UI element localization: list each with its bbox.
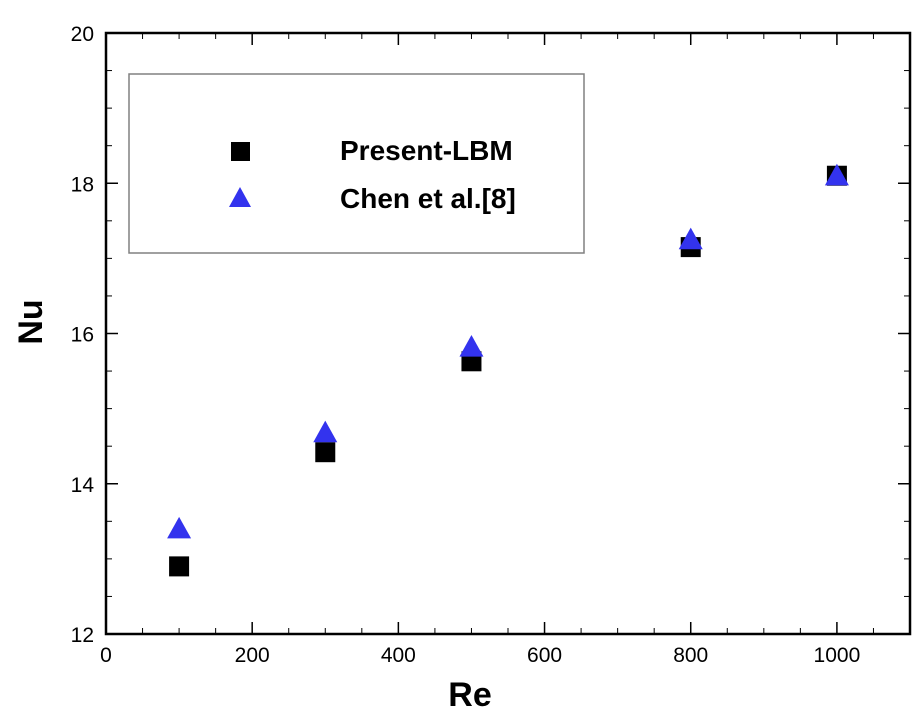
legend-label-present-lbm: Present-LBM (340, 135, 513, 166)
y-tick-label: 16 (71, 324, 94, 347)
x-tick-label: 200 (235, 644, 270, 667)
point-present-lbm (315, 442, 336, 463)
x-tick-label: 800 (673, 644, 708, 667)
y-tick-label: 14 (71, 474, 95, 497)
y-axis-title: Nu (12, 299, 50, 344)
plot-area-frame (104, 31, 912, 636)
x-tick-label: 400 (381, 644, 416, 667)
point-chen (167, 516, 192, 539)
y-tick-label: 12 (71, 624, 94, 647)
point-chen (678, 227, 703, 250)
legend-marker-present-lbm (231, 142, 250, 161)
point-chen (459, 335, 484, 357)
legend-label-chen: Chen et al.[8] (340, 183, 516, 214)
x-tick-label: 1000 (814, 644, 861, 667)
legend: Present-LBM Chen et al.[8] (128, 73, 585, 254)
x-tick-label: 600 (527, 644, 562, 667)
y-tick-label: 20 (71, 23, 94, 46)
point-present-lbm (169, 556, 190, 577)
legend-marker-chen (229, 187, 251, 207)
data-points (167, 163, 849, 577)
point-chen (824, 163, 849, 186)
x-tick-label: 0 (100, 644, 112, 667)
x-tick-labels: 0 200 400 600 800 1000 (100, 644, 860, 667)
legend-box (128, 73, 585, 254)
y-tick-labels: 12 14 16 18 20 (71, 23, 95, 647)
x-axis-title: Re (448, 676, 491, 714)
y-tick-label: 18 (71, 173, 94, 196)
point-chen (313, 420, 338, 443)
